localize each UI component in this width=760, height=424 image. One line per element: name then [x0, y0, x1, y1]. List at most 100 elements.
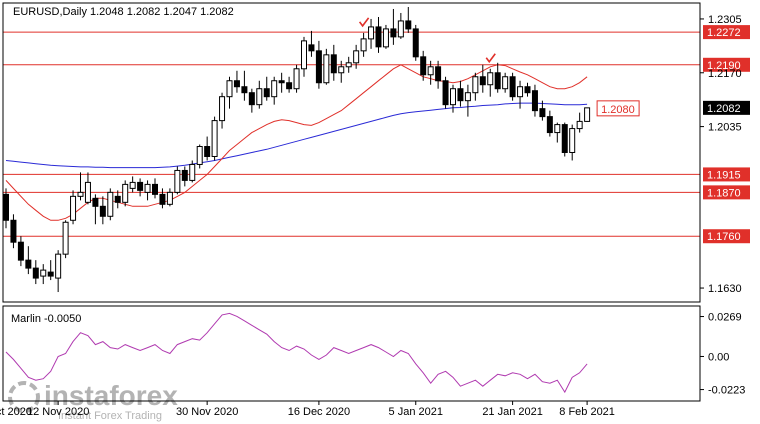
candle	[174, 166, 181, 195]
candle	[338, 60, 345, 83]
candle	[561, 122, 568, 157]
candle-body-bearish	[561, 124, 568, 153]
candle	[494, 62, 501, 93]
candle-body-bearish	[509, 76, 516, 98]
candle-body-bullish	[502, 76, 509, 90]
candle-body-bullish	[62, 221, 69, 255]
candle	[137, 178, 144, 197]
candle-body-bearish	[10, 219, 17, 243]
candle	[40, 264, 47, 285]
candle-body-bullish	[107, 191, 114, 217]
marlin-line	[5, 312, 588, 394]
indicator-title: Marlin -0.0050	[11, 313, 81, 325]
candle-body-bearish	[248, 92, 255, 106]
candle	[509, 72, 516, 101]
candle-body-bearish	[47, 271, 54, 277]
level-tag	[703, 185, 750, 200]
candle-body-bearish	[375, 26, 382, 48]
candle-body-bearish	[442, 80, 449, 106]
price-axis-label: 1.1630	[708, 283, 742, 295]
checkmark-marker	[485, 53, 496, 64]
candle	[330, 44, 337, 81]
candle-body-bearish	[546, 116, 553, 134]
price-axis-label: 1.2035	[708, 122, 742, 134]
candle-body-bearish	[159, 193, 166, 205]
candle-body-bearish	[479, 76, 486, 86]
candle	[263, 76, 270, 101]
logo-tagline: Instant Forex Trading	[58, 410, 162, 422]
level-label: 1.1870	[707, 187, 741, 199]
candle-body-bearish	[539, 108, 546, 118]
candle	[502, 72, 509, 93]
candle-body-bullish	[472, 76, 479, 94]
candle-body-bearish	[457, 88, 464, 102]
candle	[211, 116, 218, 161]
candle	[546, 110, 553, 137]
candle-body-bearish	[308, 44, 315, 52]
osc-axis-label: 0.0269	[708, 312, 742, 324]
level-label: 1.2272	[707, 27, 741, 39]
candle	[62, 220, 69, 259]
current-price-tag	[703, 100, 750, 115]
candle	[233, 70, 240, 93]
candle	[487, 68, 494, 97]
osc-axis-label: -0.0223	[708, 385, 745, 397]
candle-body-bearish	[3, 193, 9, 221]
candle-body-bearish	[233, 80, 240, 88]
candle-body-bearish	[278, 80, 285, 84]
time-axis-label: 21 Jan 2021	[482, 406, 543, 418]
candle	[524, 82, 531, 97]
candle-body-bearish	[17, 241, 24, 261]
candle	[397, 12, 404, 39]
candle-body-bearish	[390, 28, 397, 38]
candle	[584, 107, 591, 122]
price-panel-border	[2, 2, 701, 303]
candle-body-bullish	[576, 120, 583, 130]
candle	[464, 84, 471, 117]
oscillator-panel	[5, 312, 588, 394]
candle-body-bullish	[464, 92, 471, 102]
candle-body-bullish	[517, 86, 524, 98]
candle-body-bearish	[99, 205, 106, 217]
candle	[159, 188, 166, 209]
candle	[271, 76, 278, 105]
axes: 1.2272 1.2190 1.1915 1.1870 1.1760 1.2305 1.21…	[0, 14, 750, 418]
candle	[412, 24, 419, 61]
level-label: 1.2190	[707, 60, 741, 72]
candle	[382, 24, 389, 49]
candle-body-bearish	[241, 86, 248, 94]
candle-body-bearish	[524, 86, 531, 94]
candle-body-bullish	[77, 191, 84, 197]
candle-body-bullish	[256, 88, 263, 106]
candle	[278, 72, 285, 93]
candle-body-bearish	[435, 66, 442, 82]
candle-body-bullish	[174, 169, 181, 193]
candle	[390, 8, 397, 45]
current-price-label: 1.2082	[707, 103, 741, 115]
level-tag	[703, 25, 750, 40]
chart-frame	[2, 2, 701, 402]
chart-header: EURUSD,Daily 1.2048 1.2082 1.2047 1.2082	[13, 6, 234, 18]
candle-body-bearish	[152, 183, 158, 195]
candle	[293, 64, 300, 93]
candle-body-bearish	[204, 146, 211, 157]
candle-body-bullish	[323, 54, 330, 84]
candle	[181, 166, 188, 187]
candle	[25, 246, 32, 275]
candle-body-bullish	[382, 28, 389, 48]
level-tag	[703, 167, 750, 182]
candle	[308, 30, 315, 57]
candle-body-bullish	[338, 66, 345, 74]
candle	[554, 122, 561, 143]
candle-body-bearish	[494, 72, 501, 90]
candle	[457, 80, 464, 107]
candle	[226, 76, 233, 109]
candle-body-bearish	[412, 28, 419, 58]
candle-body-bullish	[271, 80, 278, 98]
candle	[196, 144, 203, 169]
candle	[368, 18, 375, 49]
candle	[248, 88, 255, 113]
candle	[345, 56, 352, 73]
